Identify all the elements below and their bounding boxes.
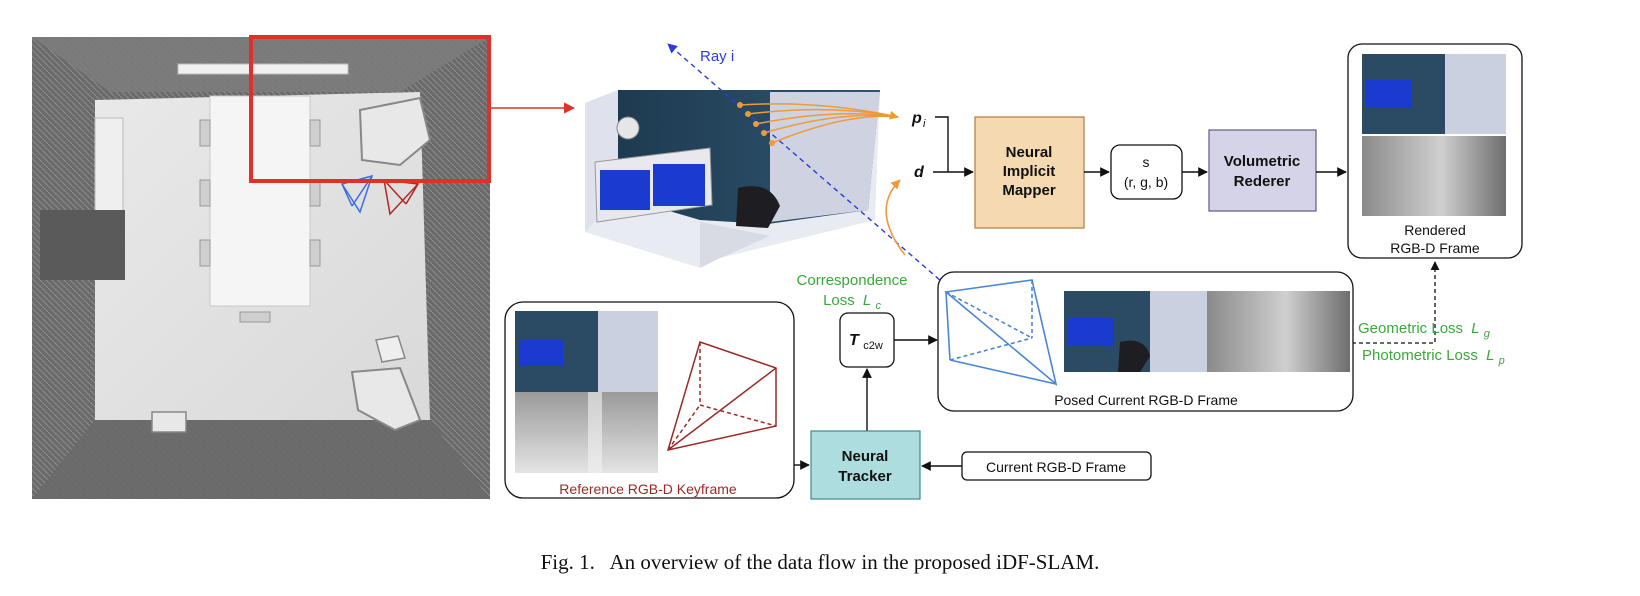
geo-text: Geometric Loss [1358, 320, 1463, 337]
svg-text:Geometric Loss L g: Geometric Loss L g [1358, 320, 1491, 340]
mesh-reconstruction [32, 35, 491, 499]
mapper-line-3: Mapper [1002, 182, 1056, 199]
s-line-1: s [1143, 154, 1150, 170]
figure-caption: Fig. 1. An overview of the data flow in … [540, 550, 1100, 574]
corr-line-1: Correspondence [797, 272, 908, 289]
current-rgbd-frame: Current RGB-D Frame [961, 451, 1152, 481]
neural-implicit-mapper: Neural Implicit Mapper [974, 116, 1085, 229]
pose-tcw: T c2w [839, 312, 895, 368]
photo-text: Photometric Loss [1362, 347, 1478, 364]
renderer-line-1: Volumetric [1224, 153, 1300, 170]
current-label: Current RGB-D Frame [986, 459, 1126, 475]
volumetric-renderer: Volumetric Rederer [1208, 129, 1317, 212]
d-label: d [914, 164, 925, 181]
svg-text:Photometric Loss L: Photometric Loss L p [1362, 347, 1505, 367]
diagram-canvas: Ray i p i d Neural Implicit Mapper s (r,… [32, 35, 1523, 500]
sdf-color-output: s (r, g, b) [1110, 144, 1183, 200]
posed-current-rgbd-frame: Posed Current RGB-D Frame [937, 271, 1354, 412]
photometric-loss: Photometric Loss L p [1362, 347, 1505, 367]
mapper-line-2: Implicit [1003, 163, 1056, 180]
reference-label: Reference RGB-D Keyframe [559, 481, 737, 497]
geo-sub: g [1484, 328, 1491, 340]
tracker-line-1: Neural [842, 448, 889, 465]
loss-dashed-connector [1352, 261, 1440, 344]
reference-rgbd-keyframe: Reference RGB-D Keyframe [504, 301, 795, 499]
photo-sym: L [1486, 347, 1494, 364]
corr-loss-text: Loss [823, 292, 855, 309]
T-sub: c2w [863, 340, 883, 352]
ray-label: Ray i [700, 48, 734, 65]
zoom-region [249, 35, 491, 183]
svg-text:Loss L c: Loss L c [823, 292, 881, 312]
geo-sym: L [1471, 320, 1479, 337]
photo-sub: p [1498, 355, 1505, 367]
ray-samples [737, 102, 899, 146]
svg-text:T c2w: T c2w [849, 332, 883, 352]
p-label: p [911, 110, 922, 127]
renderer-line-2: Rederer [1234, 173, 1291, 190]
corr-sym: L [863, 292, 871, 309]
geometric-loss: Geometric Loss L g [1358, 320, 1491, 340]
reference-camera-frustum [666, 341, 777, 452]
rendered-line-2: RGB-D Frame [1390, 240, 1480, 256]
room-render [585, 90, 880, 268]
rendered-line-1: Rendered [1404, 222, 1466, 238]
posed-label: Posed Current RGB-D Frame [1054, 392, 1238, 408]
s-line-2: (r, g, b) [1124, 174, 1168, 190]
inputs-connector [935, 116, 949, 172]
p-sub: i [923, 118, 926, 130]
rendered-rgbd-frame: Rendered RGB-D Frame [1347, 43, 1523, 259]
posed-camera-frustum [944, 279, 1058, 387]
neural-tracker: Neural Tracker [810, 430, 921, 500]
T-symbol: T [849, 332, 860, 349]
tracker-line-2: Tracker [838, 468, 892, 485]
correspondence-arc [885, 179, 906, 256]
corr-sub: c [875, 300, 881, 312]
mapper-line-1: Neural [1006, 144, 1053, 161]
